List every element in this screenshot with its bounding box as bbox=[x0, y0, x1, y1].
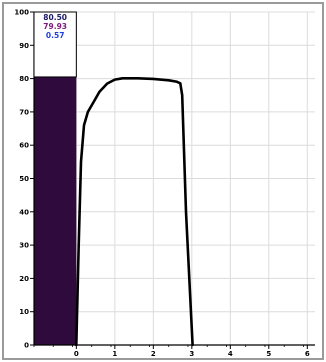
x-tick-label: 4 bbox=[228, 350, 233, 358]
y-tick-label: 80 bbox=[19, 75, 29, 83]
readout-value: 79.93 bbox=[43, 22, 67, 31]
x-tick-label: 6 bbox=[305, 350, 310, 358]
y-tick-label: 90 bbox=[19, 42, 29, 50]
x-tick-label: 5 bbox=[266, 350, 271, 358]
y-tick-label: 30 bbox=[19, 242, 29, 250]
bar-layer bbox=[34, 77, 76, 345]
readout-value: 0.57 bbox=[46, 31, 65, 40]
y-tick-label: 50 bbox=[19, 175, 29, 183]
value-bar bbox=[34, 77, 76, 345]
x-tick-label: 0 bbox=[74, 350, 79, 358]
x-tick-label: 1 bbox=[112, 350, 117, 358]
y-tick-label: 20 bbox=[19, 275, 29, 283]
readout-value: 80.50 bbox=[43, 13, 67, 22]
y-tick-label: 40 bbox=[19, 208, 29, 216]
y-tick-label: 100 bbox=[14, 9, 29, 17]
x-tick-label: 2 bbox=[151, 350, 156, 358]
y-tick-label: 70 bbox=[19, 108, 29, 116]
y-tick-label: 0 bbox=[24, 342, 29, 350]
y-tick-label: 60 bbox=[19, 142, 29, 150]
y-tick-label: 10 bbox=[19, 308, 29, 316]
x-tick-label: 3 bbox=[189, 350, 194, 358]
